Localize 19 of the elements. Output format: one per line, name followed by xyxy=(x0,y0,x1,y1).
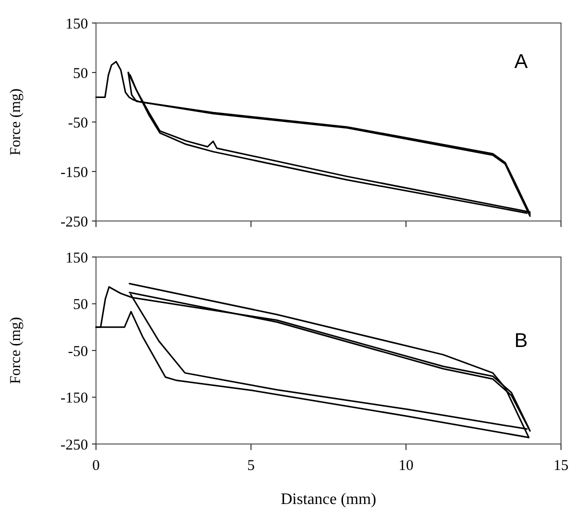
y-tick-label: -250 xyxy=(60,214,88,230)
y-tick-label: -250 xyxy=(60,437,88,454)
x-tick-label: 0 xyxy=(92,458,100,474)
annotation: A xyxy=(514,51,528,73)
x-tick-label: 10 xyxy=(398,458,414,474)
x-tick-label: 5 xyxy=(247,458,255,474)
y-tick-label: -50 xyxy=(68,344,88,360)
y-axis-title: Force (mg) xyxy=(8,88,24,156)
y-tick-label: -150 xyxy=(60,390,88,406)
x-tick-label: 15 xyxy=(554,458,568,474)
y-tick-label: -50 xyxy=(68,115,88,132)
annotation: B xyxy=(514,330,528,352)
x-axis-title: Distance (mm) xyxy=(280,491,376,508)
y-tick-label: 150 xyxy=(66,250,88,266)
y-tick-label: 50 xyxy=(73,66,88,82)
y-axis-title: Force (mg) xyxy=(8,316,24,384)
y-tick-label: -150 xyxy=(60,164,88,181)
y-tick-label: 150 xyxy=(66,16,88,32)
y-tick-label: 50 xyxy=(73,297,88,313)
